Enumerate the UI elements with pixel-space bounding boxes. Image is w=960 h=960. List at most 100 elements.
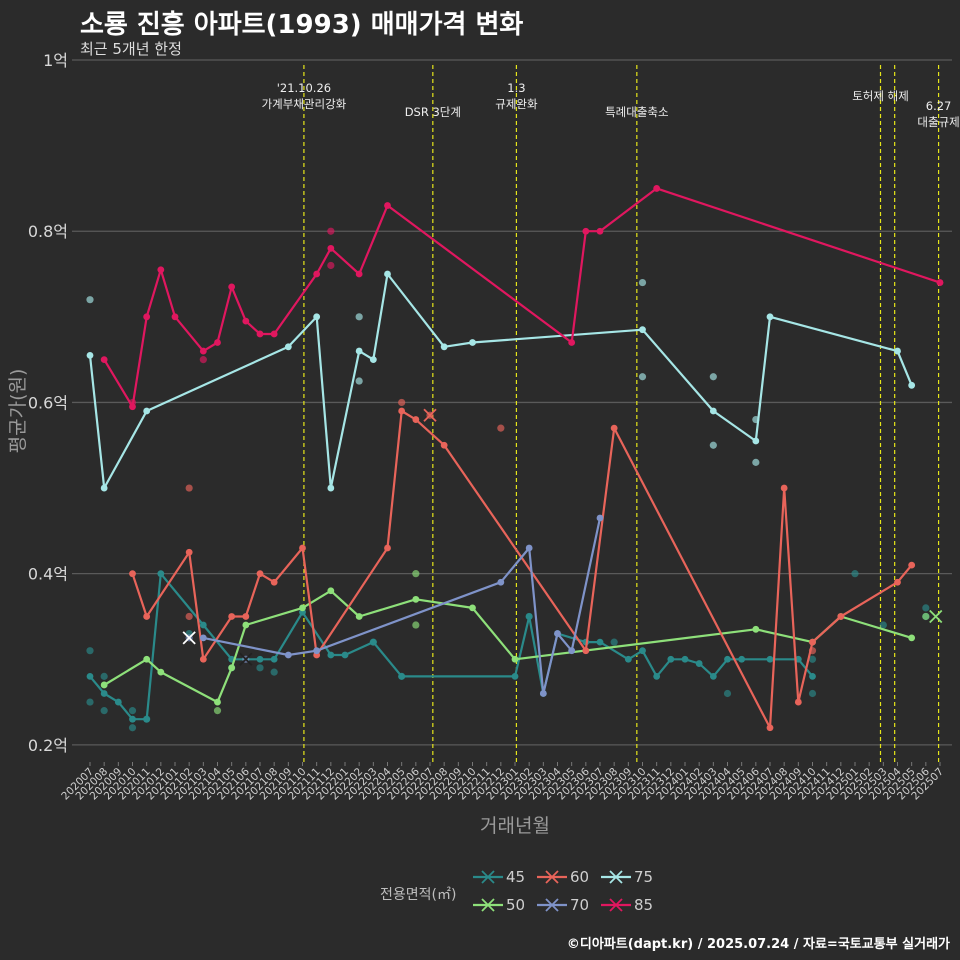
- data-point: [525, 544, 533, 552]
- data-point: [809, 672, 816, 680]
- data-point: [100, 681, 108, 689]
- data-point: [879, 621, 887, 629]
- data-point: [143, 655, 151, 663]
- data-point: [582, 227, 590, 235]
- data-point: [469, 339, 476, 346]
- cross-marker: [182, 631, 196, 645]
- data-point: [582, 647, 590, 655]
- y-axis-label: 평균가(원): [7, 369, 29, 454]
- x-axis-label: 거래년월: [480, 815, 550, 837]
- data-point: [497, 578, 505, 586]
- data-point: [86, 351, 94, 359]
- data-point: [638, 373, 647, 381]
- data-point: [242, 317, 250, 325]
- policy-label: 특례대출축소: [605, 105, 668, 119]
- series-60: [129, 398, 916, 732]
- legend-swatch-icon: [537, 870, 567, 884]
- grid-lines: [72, 59, 952, 746]
- data-point: [313, 313, 321, 321]
- data-point: [199, 621, 207, 629]
- data-point: [808, 689, 817, 698]
- data-point: [794, 698, 802, 706]
- data-point: [256, 655, 264, 663]
- data-point: [86, 296, 94, 304]
- data-point: [809, 638, 816, 646]
- series-line: [103, 187, 941, 408]
- data-point: [596, 514, 604, 522]
- data-point: [596, 638, 604, 646]
- legend-item-85: 85: [600, 894, 690, 916]
- legend-label: 45: [506, 868, 526, 886]
- policy-label: 가계부채관리강화: [262, 97, 347, 111]
- data-point: [327, 227, 335, 235]
- data-point: [199, 347, 207, 355]
- data-point: [639, 326, 646, 334]
- data-point: [128, 724, 137, 732]
- data-point: [143, 715, 151, 723]
- legend-swatch-icon: [537, 898, 567, 912]
- data-point: [752, 625, 760, 633]
- data-point: [624, 655, 632, 663]
- data-point: [242, 621, 250, 629]
- y-tick-label: 0.8억: [28, 222, 68, 241]
- data-point: [780, 484, 788, 492]
- data-point: [355, 347, 363, 355]
- legend-item-50: 50: [472, 894, 562, 916]
- legend-label: 85: [634, 896, 654, 914]
- data-point: [213, 707, 222, 715]
- legend-swatch-icon: [473, 898, 503, 912]
- data-point: [610, 424, 618, 432]
- data-point: [724, 655, 731, 663]
- data-point: [228, 613, 236, 620]
- data-point: [384, 270, 391, 278]
- legend-item-75: 75: [600, 866, 690, 888]
- cross-marker: [929, 609, 943, 624]
- data-point: [908, 561, 916, 569]
- data-point: [497, 424, 505, 432]
- data-point: [752, 458, 760, 466]
- data-point: [639, 647, 646, 655]
- data-point: [922, 604, 930, 612]
- series-line: [89, 572, 814, 721]
- chart-title: 소룡 진흥 아파트(1993) 매매가격 변화: [80, 10, 524, 40]
- data-point: [412, 621, 420, 629]
- data-point: [554, 630, 561, 637]
- data-point: [596, 227, 604, 235]
- data-point: [129, 570, 136, 578]
- data-point: [199, 655, 207, 663]
- legend-label: 50: [506, 896, 526, 914]
- legend-item-45: 45: [472, 866, 562, 888]
- data-point: [525, 613, 533, 620]
- data-point: [709, 672, 717, 680]
- data-point: [100, 672, 108, 680]
- data-point: [412, 570, 420, 578]
- y-tick-label: 0.4억: [28, 565, 68, 584]
- data-point: [398, 398, 406, 407]
- data-point: [129, 715, 136, 723]
- data-point: [398, 672, 406, 680]
- data-point: [936, 279, 944, 286]
- data-point: [908, 634, 916, 642]
- policy-label: DSR 3단계: [405, 105, 461, 119]
- data-point: [384, 544, 391, 552]
- x-tick-labels: 2020072020082020092020102020112020122021…: [59, 762, 946, 802]
- policy-label: 6.27: [926, 99, 952, 113]
- data-point: [171, 313, 179, 321]
- series-line: [103, 589, 913, 704]
- data-point: [86, 672, 94, 680]
- data-point: [766, 313, 774, 321]
- data-point: [511, 672, 519, 680]
- policy-label: '21.10.26: [277, 81, 331, 95]
- data-point: [270, 330, 278, 338]
- data-point: [355, 613, 363, 620]
- data-point: [369, 638, 377, 646]
- legend-item-60: 60: [536, 866, 626, 888]
- data-point: [568, 647, 576, 655]
- policy-label: 토허제 해제: [852, 89, 909, 103]
- data-point: [695, 660, 703, 667]
- data-point: [709, 373, 717, 381]
- data-point: [738, 655, 746, 663]
- data-point: [143, 313, 151, 321]
- data-point: [100, 356, 108, 364]
